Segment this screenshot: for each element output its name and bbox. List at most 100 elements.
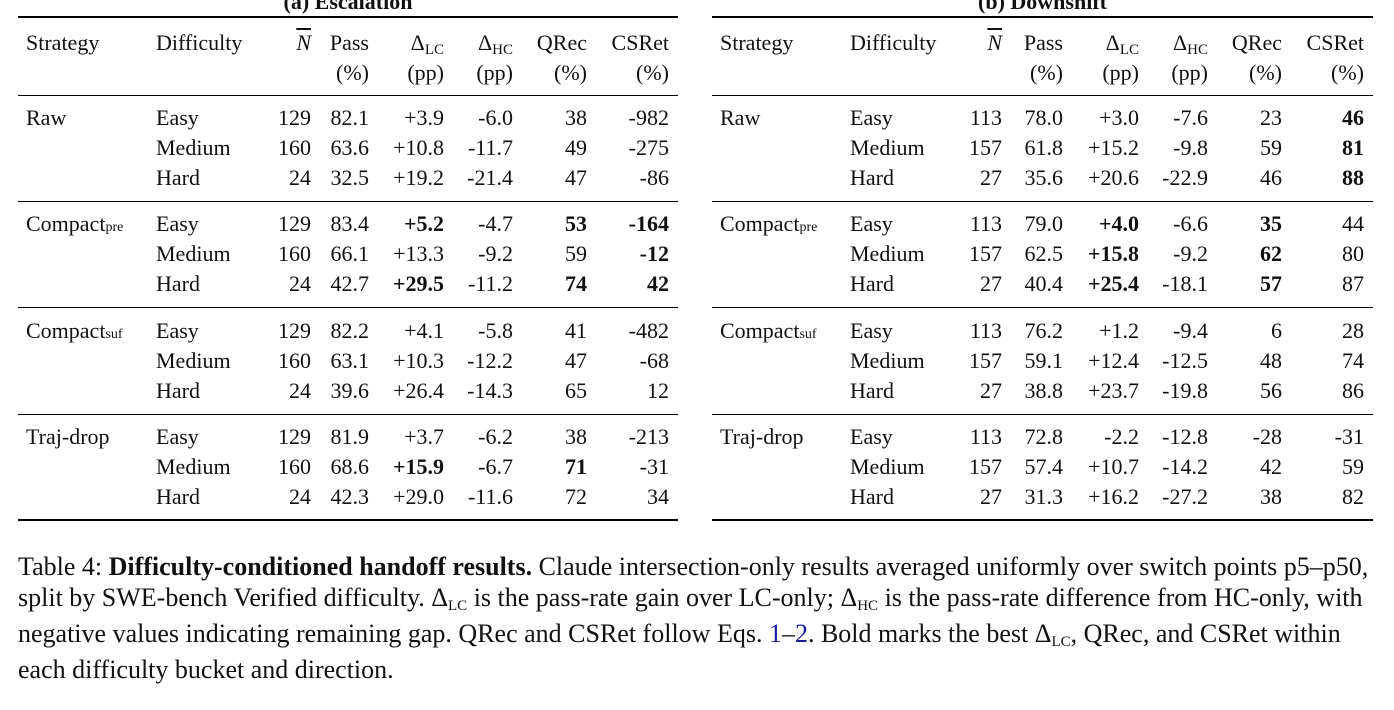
caption-en-dash: –: [781, 619, 795, 648]
cell-dlc: +5.2: [403, 211, 444, 236]
cell-csret: -86: [639, 165, 669, 191]
strategy-label: Compactpre: [720, 211, 818, 236]
cell-qrec: -28: [1252, 424, 1282, 449]
cell-csret: -164: [628, 211, 669, 236]
col-header-pass: Pass: [1023, 30, 1063, 55]
difficulty-cell: Hard: [156, 378, 200, 404]
cell-dlc: +3.0: [1099, 105, 1139, 130]
cell-n: 27: [980, 484, 1002, 510]
cell-dhc: -9.2: [478, 241, 513, 267]
cell-csret: 80: [1342, 241, 1364, 267]
cell-dhc: -11.6: [467, 484, 513, 510]
cell-pass: 63.1: [330, 348, 370, 374]
cell-dlc: +29.5: [392, 271, 444, 297]
cell-dlc: +15.8: [1087, 241, 1139, 267]
caption-delta-hc: ΔHC: [840, 583, 879, 614]
cell-dhc: -12.2: [467, 348, 513, 374]
strategy-label: Compactsuf: [720, 318, 817, 343]
col-header-dlc-unit: (pp): [407, 60, 444, 85]
cell-csret: -12: [639, 241, 669, 267]
cell-csret: -482: [628, 318, 669, 343]
cell-pass: 39.6: [330, 378, 370, 404]
cell-dhc: -6.7: [478, 454, 513, 480]
cell-qrec: 49: [565, 135, 587, 161]
cell-csret: 74: [1342, 348, 1364, 374]
col-header-dhc-unit: (pp): [1171, 60, 1208, 85]
cell-n: 160: [278, 241, 311, 267]
difficulty-cell: Medium: [850, 135, 925, 161]
difficulty-cell: Easy: [850, 105, 893, 130]
difficulty-cell: Medium: [850, 241, 925, 267]
cell-dlc: +3.7: [404, 424, 444, 449]
cell-dhc: -22.9: [1162, 165, 1208, 191]
difficulty-cell: Medium: [156, 348, 231, 374]
strategy-label: Traj-drop: [26, 424, 110, 449]
equation-link-2[interactable]: 2: [794, 619, 808, 648]
cell-n: 27: [980, 165, 1002, 191]
cell-qrec: 6: [1271, 318, 1282, 343]
caption-headline: Difficulty-conditioned handoff results.: [108, 552, 533, 581]
col-header-pass-unit: (%): [1030, 60, 1063, 85]
bottom-rule: [18, 519, 678, 521]
cell-dhc: -19.8: [1162, 378, 1208, 404]
cell-csret: 88: [1342, 165, 1364, 191]
cell-qrec: 47: [565, 348, 587, 374]
cell-n: 157: [969, 454, 1002, 480]
col-header-qrec: QRec: [536, 30, 587, 55]
cell-dhc: -6.2: [478, 424, 513, 449]
difficulty-cell: Medium: [156, 241, 231, 267]
difficulty-cell: Hard: [850, 271, 894, 297]
difficulty-cell: Medium: [156, 454, 231, 480]
cell-n: 129: [278, 105, 311, 130]
col-header-dlc-unit: (pp): [1102, 60, 1139, 85]
cell-dlc: +25.4: [1087, 271, 1139, 297]
difficulty-cell: Easy: [156, 424, 199, 449]
col-header-strategy: Strategy: [26, 30, 100, 55]
difficulty-cell: Medium: [156, 135, 231, 161]
cell-n: 129: [278, 424, 311, 449]
col-header-qrec-unit: (%): [1249, 60, 1282, 85]
cell-qrec: 38: [565, 424, 587, 449]
cell-dhc: -18.1: [1162, 271, 1208, 297]
bottom-rule: [712, 519, 1373, 521]
cell-dlc: +15.9: [392, 454, 444, 480]
cell-qrec: 59: [1260, 135, 1282, 161]
cell-qrec: 23: [1260, 105, 1282, 130]
group-rule: [712, 414, 1373, 415]
cell-csret: 82: [1342, 484, 1364, 510]
caption-sentence-2: is the pass-rate gain over LC-only;: [473, 583, 834, 612]
cell-pass: 57.4: [1024, 454, 1064, 480]
cell-n: 160: [278, 454, 311, 480]
cell-pass: 82.1: [330, 105, 370, 130]
cell-pass: 59.1: [1024, 348, 1064, 374]
cell-pass: 61.8: [1024, 135, 1064, 161]
cell-pass: 38.8: [1024, 378, 1064, 404]
header-rule: [712, 95, 1373, 96]
cell-qrec: 38: [1260, 484, 1282, 510]
cell-pass: 31.3: [1024, 484, 1064, 510]
difficulty-cell: Hard: [850, 484, 894, 510]
cell-dhc: -6.6: [1173, 211, 1208, 236]
cell-dlc: -2.2: [1104, 424, 1139, 449]
caption-delta-lc: ΔLC: [431, 583, 468, 614]
cell-dhc: -11.2: [467, 271, 513, 297]
difficulty-cell: Easy: [850, 424, 893, 449]
cell-dlc: +16.2: [1088, 484, 1139, 510]
difficulty-cell: Hard: [156, 484, 200, 510]
col-header-n: N: [987, 30, 1002, 55]
cell-dhc: -12.5: [1162, 348, 1208, 374]
col-header-difficulty: Difficulty: [156, 30, 243, 55]
cell-dlc: +23.7: [1088, 378, 1139, 404]
group-rule: [18, 307, 678, 308]
cell-csret: -68: [639, 348, 669, 374]
top-rule: [712, 16, 1373, 18]
cell-dhc: -21.4: [467, 165, 513, 191]
cell-csret: 81: [1342, 135, 1364, 161]
equation-link-1[interactable]: 1: [768, 619, 782, 648]
header-rule: [18, 95, 678, 96]
cell-n: 113: [969, 105, 1002, 130]
group-rule: [18, 414, 678, 415]
cell-dlc: +3.9: [404, 105, 444, 130]
strategy-label: Traj-drop: [720, 424, 804, 449]
cell-csret: 87: [1342, 271, 1364, 297]
